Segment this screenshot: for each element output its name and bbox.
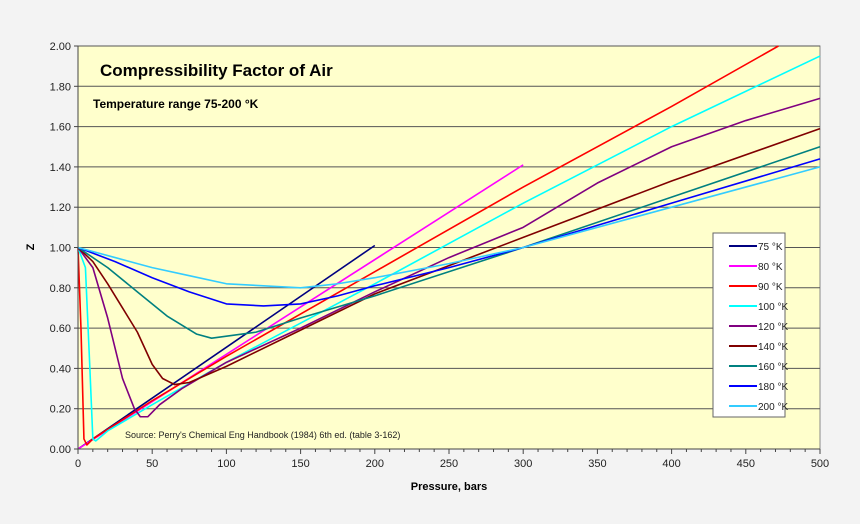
legend-label: 200 °K [758, 402, 788, 413]
legend-label: 75 °K [758, 242, 783, 253]
legend-label: 80 °K [758, 262, 783, 273]
y-tick-label: 1.60 [50, 122, 71, 134]
x-tick-label: 450 [737, 458, 755, 470]
legend-label: 140 °K [758, 342, 788, 353]
x-tick-label: 500 [811, 458, 829, 470]
source-annotation: Source: Perry's Chemical Eng Handbook (1… [125, 430, 400, 440]
y-tick-label: 2.00 [50, 41, 71, 53]
legend-label: 160 °K [758, 362, 788, 373]
y-tick-label: 0.40 [50, 363, 71, 375]
y-tick-label: 0.80 [50, 283, 71, 295]
series-line-200K [77, 166, 821, 289]
y-tick-label: 1.20 [50, 202, 71, 214]
series-line-90K [77, 45, 779, 446]
y-tick-label: 1.00 [50, 243, 71, 255]
legend-label: 90 °K [758, 282, 783, 293]
y-tick-label: 1.80 [50, 81, 71, 93]
x-axis-label: Pressure, bars [411, 481, 487, 493]
y-axis-label: Z [25, 243, 37, 250]
legend-label: 120 °K [758, 322, 788, 333]
x-tick-label: 300 [514, 458, 532, 470]
x-tick-label: 350 [588, 458, 606, 470]
legend-label: 180 °K [758, 382, 788, 393]
x-tick-label: 250 [440, 458, 458, 470]
series-line-140K [77, 127, 821, 386]
x-tick-label: 50 [146, 458, 158, 470]
chart-title: Compressibility Factor of Air [100, 61, 333, 80]
legend: 75 °K 80 °K 90 °K 100 °K 120 °K 140 °K 160 °K 1… [712, 232, 788, 418]
series-line-80K [77, 164, 524, 450]
chart-subtitle: Temperature range 75-200 °K [93, 97, 259, 111]
series-line-100K [77, 55, 821, 442]
x-tick-label: 200 [366, 458, 384, 470]
y-tick-label: 0.00 [50, 444, 71, 456]
legend-label: 100 °K [758, 302, 788, 313]
x-tick-label: 100 [217, 458, 235, 470]
x-tick-label: 150 [291, 458, 309, 470]
y-tick-label: 0.20 [50, 404, 71, 416]
y-tick-label: 0.60 [50, 323, 71, 335]
x-tick-label: 0 [75, 458, 81, 470]
x-tick-label: 400 [662, 458, 680, 470]
y-tick-label: 1.40 [50, 162, 71, 174]
series-line-75K [77, 244, 376, 450]
